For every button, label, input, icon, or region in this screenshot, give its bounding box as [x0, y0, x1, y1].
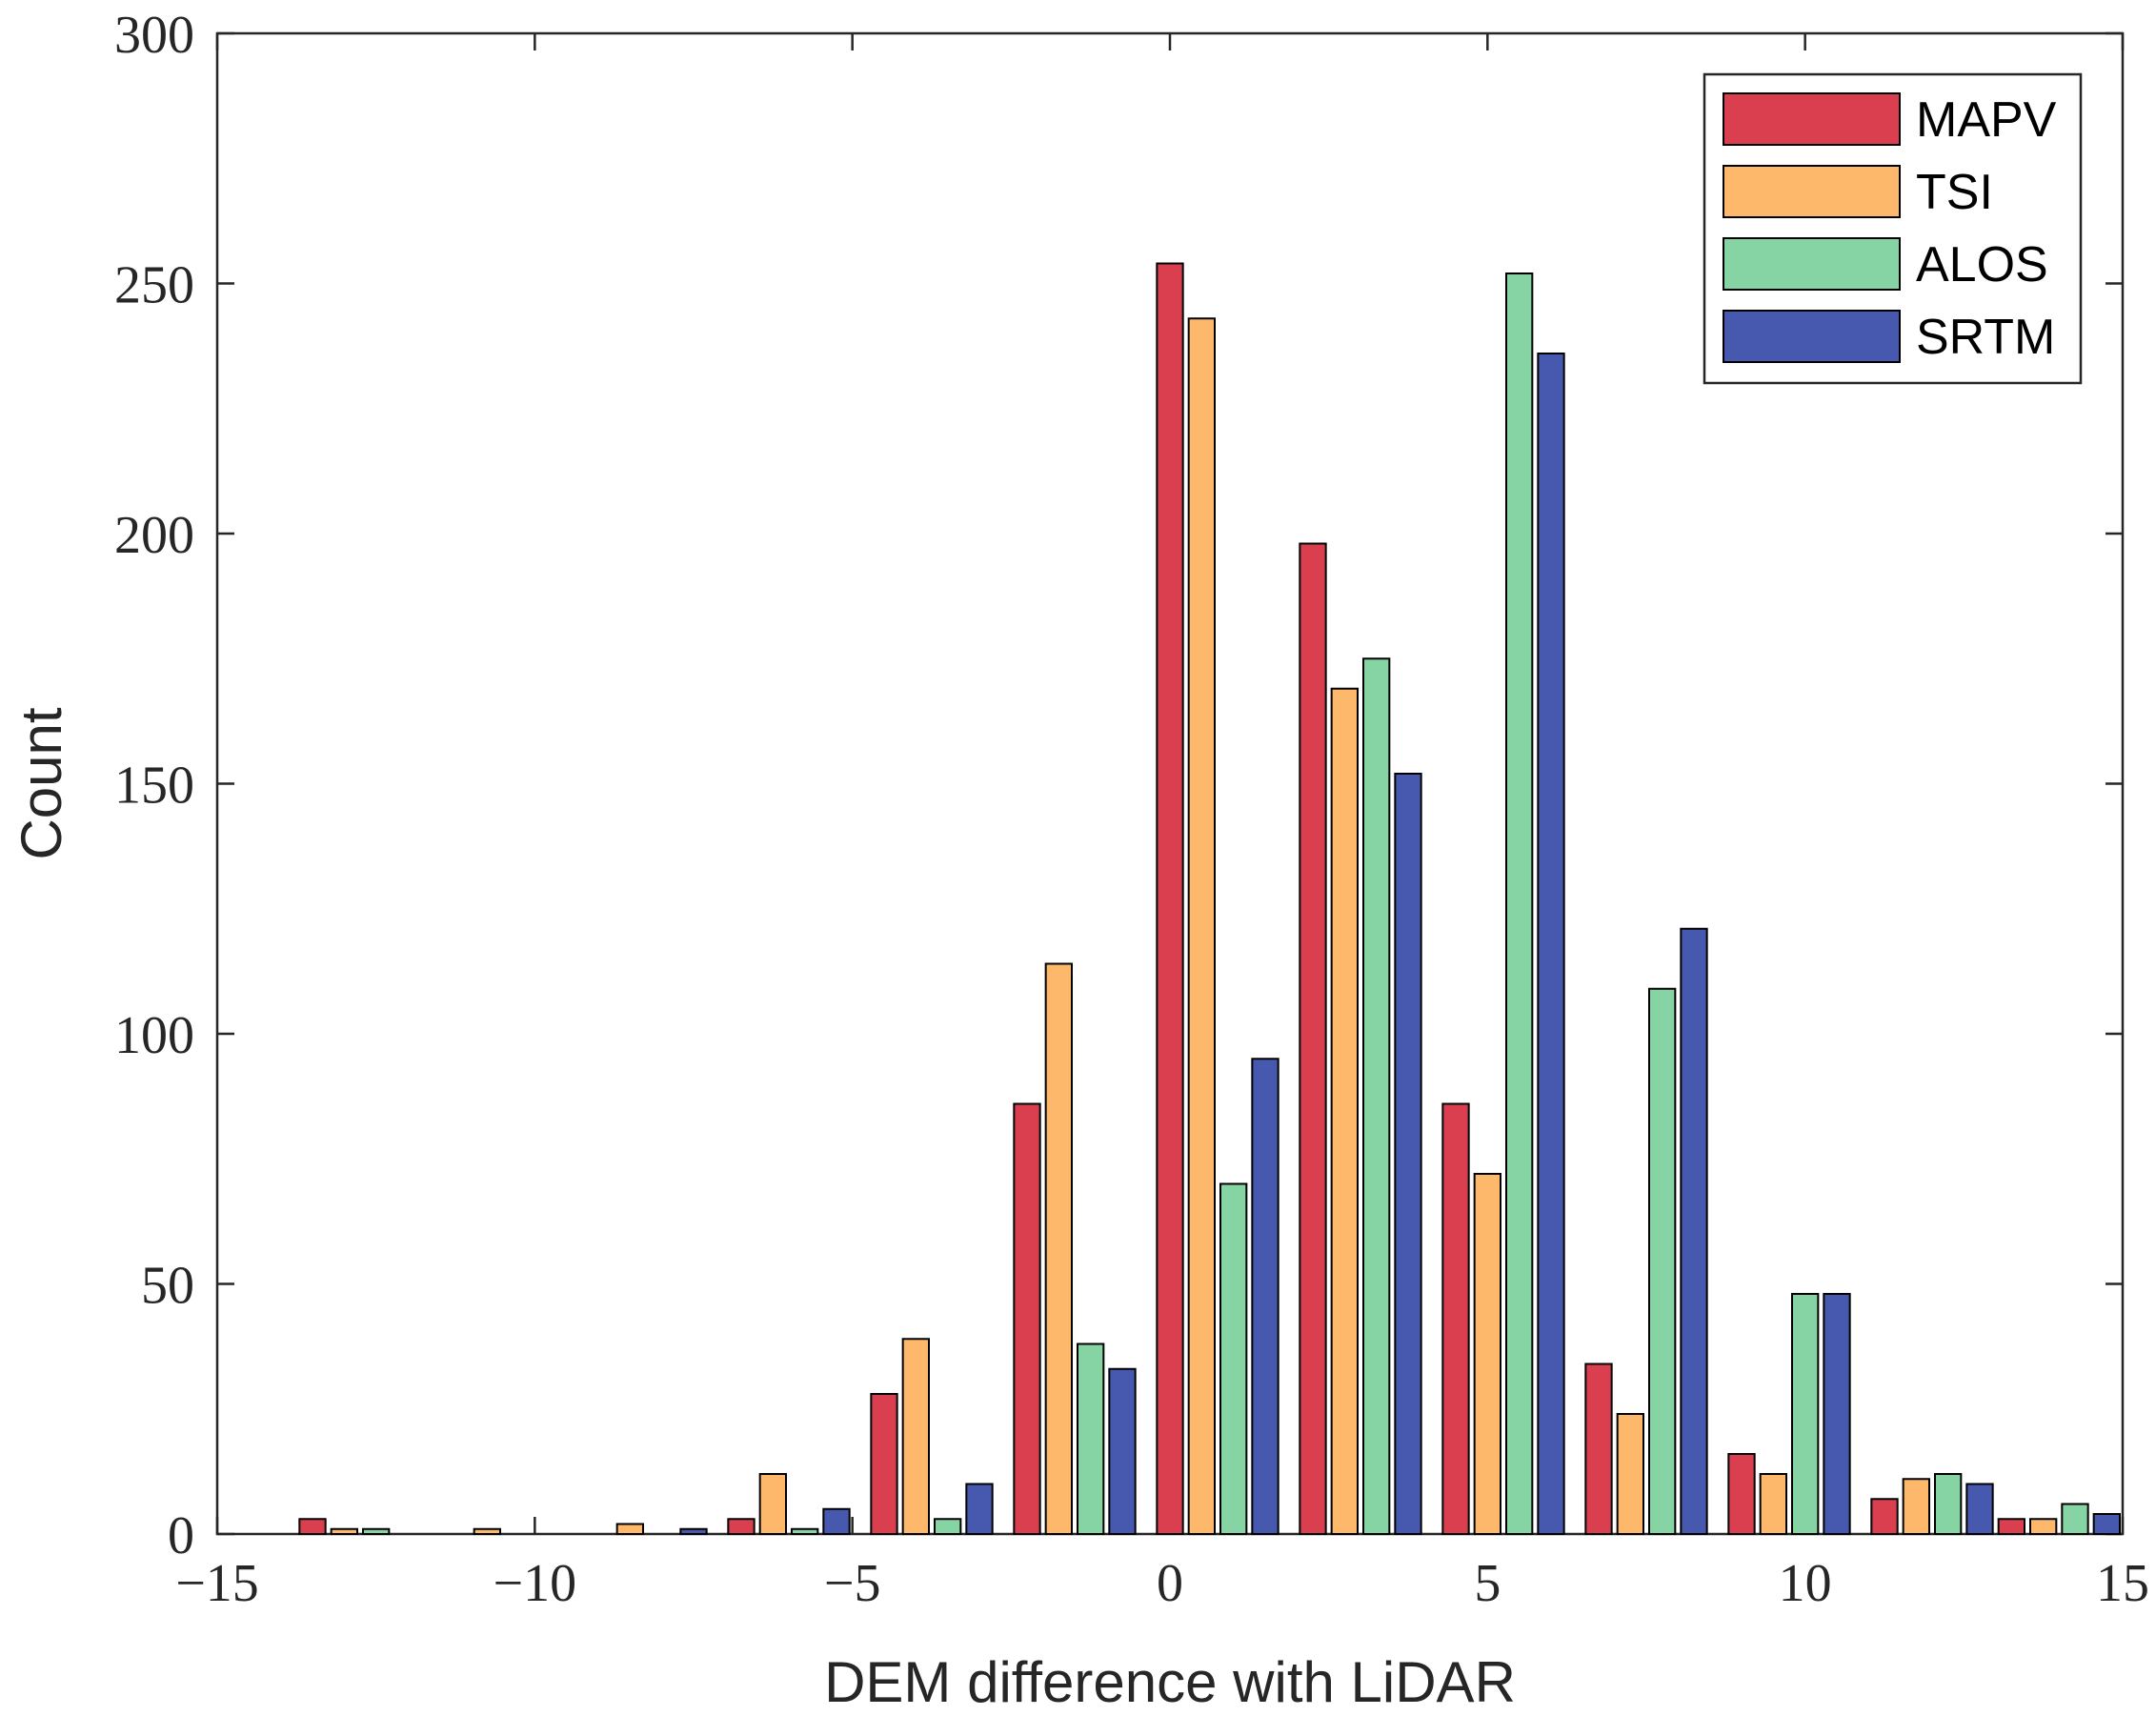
bar-alos — [1648, 987, 1677, 1535]
x-tick-label: 5 — [1474, 1554, 1501, 1613]
bar-srtm — [1108, 1367, 1137, 1535]
bar-mapv — [1156, 262, 1184, 1535]
bar-srtm — [1823, 1293, 1851, 1535]
bars — [298, 262, 2122, 1535]
bar-srtm — [2092, 1513, 2122, 1535]
bar-mapv — [1997, 1518, 2026, 1535]
bar-tsi — [1616, 1413, 1644, 1535]
bar-mapv — [870, 1393, 898, 1535]
x-axis-title: DEM difference with LiDAR — [824, 1650, 1516, 1714]
legend: MAPV TSI ALOS SRTM — [1703, 72, 2083, 385]
bar-alos — [1077, 1343, 1105, 1535]
bar-tsi — [473, 1527, 501, 1535]
bar-alos — [2061, 1503, 2089, 1535]
legend-swatch-alos — [1723, 237, 1901, 291]
y-tick-label: 200 — [114, 506, 194, 565]
bar-srtm — [822, 1507, 851, 1535]
y-axis-title: Count — [10, 707, 73, 859]
bar-mapv — [1870, 1498, 1899, 1535]
y-tick-label: 100 — [114, 1006, 194, 1065]
bar-mapv — [1299, 542, 1327, 1535]
bar-alos — [1934, 1473, 1963, 1535]
legend-label-mapv: MAPV — [1916, 92, 2057, 148]
bar-alos — [1362, 657, 1391, 1535]
bar-srtm — [679, 1527, 708, 1535]
bar-alos — [791, 1527, 819, 1535]
y-tick-label: 250 — [114, 256, 194, 315]
bar-srtm — [1251, 1058, 1279, 1535]
x-tick-label: −15 — [175, 1554, 259, 1613]
legend-label-alos: ALOS — [1916, 237, 2048, 293]
bar-tsi — [615, 1523, 645, 1535]
bar-mapv — [1013, 1102, 1041, 1535]
x-tick-label: 15 — [2096, 1554, 2149, 1613]
x-tick-label: −10 — [494, 1554, 577, 1613]
bar-alos — [362, 1527, 391, 1535]
bar-tsi — [1187, 317, 1216, 1535]
bar-tsi — [901, 1338, 931, 1535]
bar-alos — [1505, 273, 1534, 1535]
x-tick-label: 10 — [1779, 1554, 1832, 1613]
legend-label-tsi: TSI — [1916, 165, 1993, 220]
bar-tsi — [1902, 1478, 1930, 1535]
bar-srtm — [1965, 1483, 1994, 1535]
bar-mapv — [727, 1518, 756, 1535]
x-tick-label: −5 — [824, 1554, 881, 1613]
y-tick-label: 150 — [114, 757, 194, 816]
legend-swatch-tsi — [1723, 165, 1901, 218]
y-tick-label: 300 — [114, 6, 194, 65]
legend-swatch-srtm — [1723, 310, 1901, 363]
bar-tsi — [758, 1473, 788, 1535]
bar-tsi — [330, 1527, 358, 1535]
y-tick-label: 50 — [141, 1257, 194, 1316]
bar-tsi — [1044, 962, 1073, 1535]
bar-tsi — [2029, 1518, 2058, 1535]
x-tick-label: 0 — [1157, 1554, 1183, 1613]
bar-mapv — [1584, 1363, 1613, 1535]
legend-items: MAPV TSI ALOS SRTM — [1723, 92, 2057, 365]
bar-srtm — [965, 1483, 994, 1535]
bar-srtm — [1394, 773, 1422, 1535]
bar-tsi — [1473, 1173, 1501, 1535]
legend-label-srtm: SRTM — [1916, 310, 2055, 365]
bar-mapv — [1727, 1453, 1756, 1535]
y-tick-label: 0 — [168, 1506, 194, 1565]
legend-swatch-mapv — [1723, 92, 1901, 146]
bar-srtm — [1680, 927, 1708, 1535]
bar-alos — [934, 1518, 962, 1535]
bar-alos — [1791, 1293, 1820, 1535]
bar-mapv — [1441, 1102, 1470, 1535]
bar-alos — [1219, 1182, 1248, 1535]
bar-tsi — [1330, 687, 1359, 1535]
bar-mapv — [298, 1518, 327, 1535]
bar-srtm — [1537, 353, 1565, 1535]
bar-tsi — [1759, 1473, 1787, 1535]
